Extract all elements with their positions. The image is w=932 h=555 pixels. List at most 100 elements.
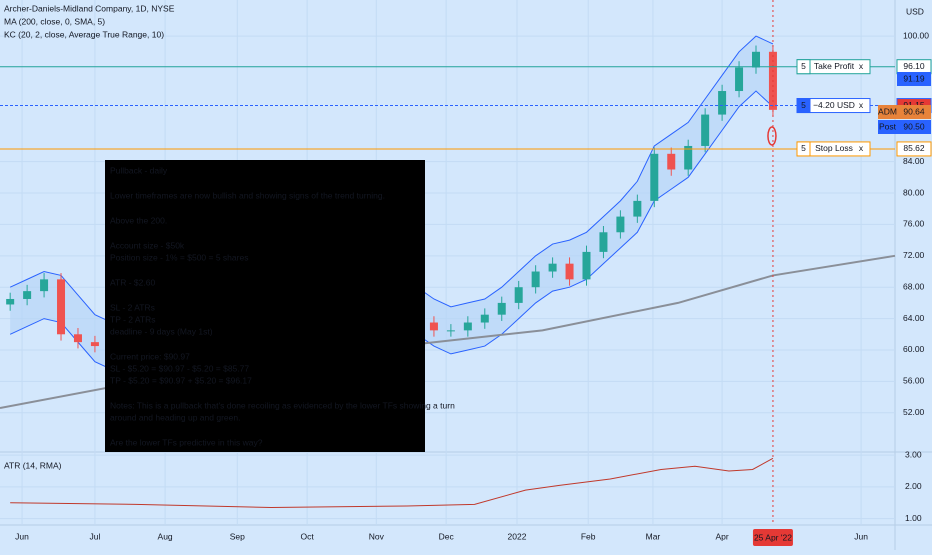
y-tick-label: 64.00 [903, 313, 925, 323]
x-tick-label: Dec [439, 531, 455, 541]
note-line: Lower timeframes are now bullish and sho… [110, 190, 385, 200]
candle-body [599, 232, 608, 252]
qty-cell [796, 98, 811, 114]
price-tag [897, 72, 931, 86]
qty-cell [796, 141, 811, 157]
currency: USD [906, 6, 924, 16]
marker-circle [767, 126, 777, 146]
order-qty: 5 [801, 61, 806, 71]
x-tick-label: Mar [646, 531, 661, 541]
candle-body [548, 263, 557, 272]
price-tag [896, 141, 932, 157]
candle-body [735, 67, 744, 92]
y-tick-label: 80.00 [903, 187, 925, 197]
x-tick-label: Feb [581, 531, 596, 541]
order-qty: 5 [801, 100, 806, 110]
note-line: SL - $5.20 = $90.97 - $5.20 = $85.77 [110, 363, 249, 373]
candle-body [565, 263, 574, 280]
y-tick-label: 1.00 [905, 513, 922, 523]
close-icon[interactable]: x [859, 143, 864, 153]
candle-body [463, 322, 472, 331]
order-qty: 5 [801, 143, 806, 153]
order-label: Take Profit [814, 61, 855, 71]
note-box [105, 160, 425, 452]
note-line: Account size - $50k [110, 240, 185, 250]
price-tag [897, 120, 931, 134]
note-line: around and heading up and green. [110, 412, 240, 422]
candle-body [480, 314, 489, 323]
x-tick-label: Apr [715, 531, 728, 541]
x-tick-label: Nov [369, 531, 385, 541]
note-line: ATR - $2.60 [110, 277, 155, 287]
y-tick-label: 52.00 [903, 407, 925, 417]
candle-body [429, 322, 438, 331]
x-tick-label: Jul [89, 531, 100, 541]
candle-body [57, 279, 66, 335]
note-line: SL - 2 ATRs [110, 302, 155, 312]
candle-body [752, 51, 761, 68]
note-line: TP - $5.20 = $90.97 + $5.20 = $96.17 [110, 375, 252, 385]
x-tick-label: Sep [230, 531, 245, 541]
cursor-tag [752, 529, 793, 546]
header-symbol: Archer-Daniels-Midland Company, 1D, NYSE [4, 3, 175, 13]
candle-body [90, 342, 99, 347]
y-tick-label: 72.00 [903, 250, 925, 260]
y-tick-label: 68.00 [903, 281, 925, 291]
note-line: Current price: $90.97 [110, 351, 190, 361]
price-tag-label: 90.64 [903, 106, 925, 116]
note-line: Position size - 1% = $500 = 5 shares [110, 252, 248, 262]
note-line: Notes: This is a pullback that's done re… [110, 400, 455, 410]
note-line: Pullback - daily [110, 165, 168, 175]
candle-body [40, 279, 49, 292]
candle-body [718, 91, 727, 115]
candle-body [514, 287, 523, 303]
note-line: Are the lower TFs predictive in this way… [110, 437, 263, 447]
cursor-label: 25 Apr '22 [754, 532, 792, 542]
note-line: TP - 2 ATRs [110, 314, 156, 324]
close-icon[interactable]: x [859, 61, 864, 71]
candle-body [650, 153, 659, 201]
y-tick-label: 76.00 [903, 219, 925, 229]
price-tag-label: 96.10 [903, 61, 925, 71]
x-tick-label: Jun [854, 531, 868, 541]
atr-label: ATR (14, RMA) [4, 460, 62, 470]
candle-body [497, 302, 506, 315]
name-tag-label: ADM [878, 106, 897, 116]
price-tag-label: 91.19 [903, 73, 925, 83]
candle-body [667, 153, 676, 170]
x-tick-label: Oct [301, 531, 315, 541]
header-kc: KC (20, 2, close, Average True Range, 10… [4, 29, 164, 39]
y-tick-label: 84.00 [903, 156, 925, 166]
candle-body [684, 145, 693, 170]
header-ma: MA (200, close, 0, SMA, 5) [4, 16, 105, 26]
name-tag-label: Post [879, 121, 897, 131]
price-tag-label: 90.50 [903, 121, 925, 131]
x-tick-label: 2022 [508, 531, 527, 541]
y-tick-label: 100.00 [903, 30, 929, 40]
order-label: Stop Loss [815, 143, 853, 153]
candle-body [73, 334, 82, 343]
candle-body [446, 330, 455, 332]
order-label: −4.20 USD [813, 100, 855, 110]
candle-body [6, 298, 15, 305]
candle-body [633, 200, 642, 217]
y-tick-label: 56.00 [903, 376, 925, 386]
price-tag-label: 91.15 [903, 100, 925, 110]
name-tag [878, 120, 897, 134]
candle-body [701, 114, 710, 146]
note-line: deadline - 9 days (May 1st) [110, 326, 213, 336]
candle-body [582, 251, 591, 280]
name-tag [878, 105, 897, 119]
candle-body [616, 216, 625, 233]
price-tag [897, 105, 931, 119]
price-tag-label: 85.62 [903, 143, 925, 153]
y-tick-label: 60.00 [903, 344, 925, 354]
note-line: Above the 200. [110, 215, 167, 225]
qty-cell [796, 59, 811, 75]
x-tick-label: Aug [158, 531, 173, 541]
close-icon[interactable]: x [859, 100, 864, 110]
candle-body [23, 291, 32, 299]
candle-body [531, 271, 540, 288]
